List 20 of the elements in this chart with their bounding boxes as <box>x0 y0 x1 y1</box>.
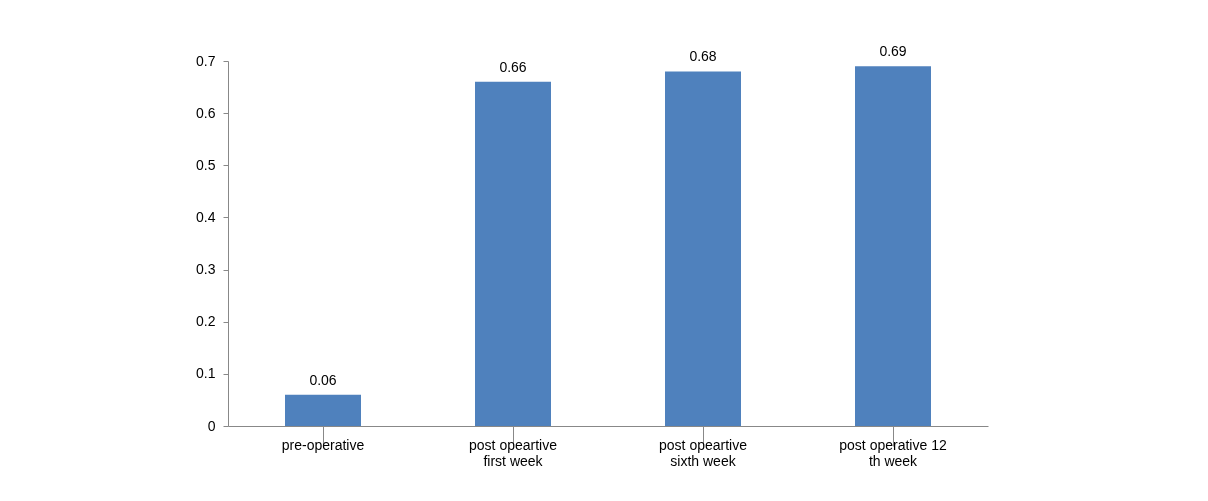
x-tick-label: post opeartive first week <box>469 436 558 469</box>
y-tick-label: 0.1 <box>196 365 216 382</box>
y-tick-label: 0.4 <box>196 208 216 225</box>
bar <box>475 81 551 426</box>
bar <box>855 66 931 426</box>
y-tick-label: 0.3 <box>196 261 216 278</box>
x-tick-label: pre-operative <box>281 436 365 453</box>
y-tick-label: 0.2 <box>196 313 216 330</box>
y-tick-label: 0.6 <box>196 104 216 121</box>
y-tick-label: 0.5 <box>196 156 216 173</box>
data-label: 0.66 <box>499 58 527 75</box>
data-label: 0.68 <box>689 48 717 65</box>
bar <box>665 71 741 426</box>
y-tick-label: 0 <box>207 417 216 434</box>
data-label: 0.06 <box>309 371 337 388</box>
x-tick-label: post opeartive sixth week <box>659 436 748 469</box>
bar <box>285 394 361 426</box>
data-label: 0.69 <box>879 43 907 60</box>
x-tick-label: post operative 12 th week <box>839 436 947 469</box>
y-tick-label: 0.7 <box>196 52 216 69</box>
